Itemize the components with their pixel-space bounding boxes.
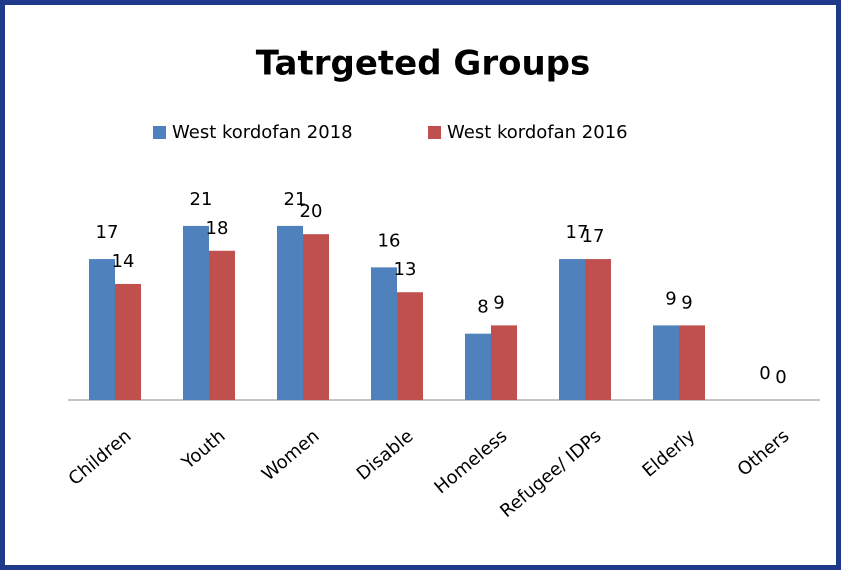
bar xyxy=(465,333,491,400)
bar xyxy=(397,292,423,400)
bar xyxy=(115,283,141,400)
value-label: 21 xyxy=(284,189,307,210)
value-label: 0 xyxy=(775,367,786,388)
x-tick-label: Elderly xyxy=(638,425,699,481)
bar xyxy=(653,325,679,400)
chart: Tatrgeted Groups West kordofan 2018 West … xyxy=(65,44,820,522)
value-label: 0 xyxy=(759,363,770,384)
value-label: 8 xyxy=(477,297,488,318)
value-label: 9 xyxy=(681,292,692,313)
x-tick-label: Disable xyxy=(353,426,418,485)
bar xyxy=(277,225,303,400)
x-tick-label: Youth xyxy=(177,426,229,475)
x-tick-label: Women xyxy=(258,426,323,486)
legend-swatch xyxy=(428,126,441,139)
x-tick-label: Children xyxy=(65,426,136,490)
bar xyxy=(89,259,115,400)
x-tick-label: Homeless xyxy=(431,426,512,499)
bar xyxy=(585,259,611,400)
value-label: 20 xyxy=(300,201,323,222)
value-label: 9 xyxy=(665,288,676,309)
legend-swatch xyxy=(153,126,166,139)
value-label: 14 xyxy=(112,251,135,272)
bar xyxy=(559,259,585,400)
bar xyxy=(303,234,329,400)
value-label: 17 xyxy=(96,222,119,243)
value-label: 13 xyxy=(394,259,417,280)
chart-title: Tatrgeted Groups xyxy=(256,44,590,84)
bar xyxy=(209,250,235,400)
legend-label: West kordofan 2018 xyxy=(172,122,353,143)
value-label: 17 xyxy=(582,226,605,247)
value-label: 18 xyxy=(206,218,229,239)
bar xyxy=(679,325,705,400)
value-label: 17 xyxy=(566,222,589,243)
x-tick-label: Others xyxy=(734,426,794,481)
bar xyxy=(371,267,397,400)
value-label: 16 xyxy=(378,230,401,251)
value-label: 9 xyxy=(493,292,504,313)
x-tick-label: Refugee/ IDPs xyxy=(496,426,605,522)
value-label: 21 xyxy=(190,189,213,210)
bar xyxy=(491,325,517,400)
legend-label: West kordofan 2016 xyxy=(447,122,628,143)
bar xyxy=(183,225,209,400)
